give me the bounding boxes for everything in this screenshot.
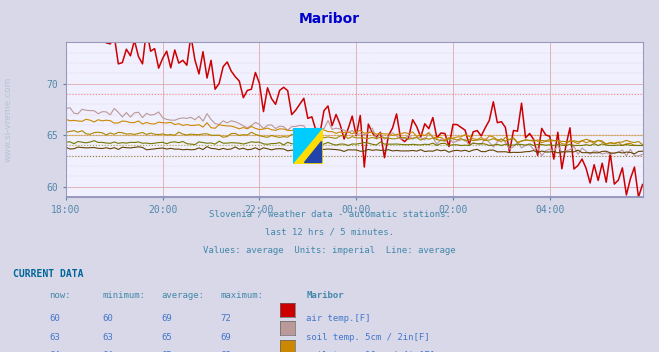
Text: now:: now:	[49, 291, 71, 300]
Text: soil temp. 5cm / 2in[F]: soil temp. 5cm / 2in[F]	[306, 333, 430, 342]
Text: Maribor: Maribor	[299, 12, 360, 26]
Text: 64: 64	[49, 351, 60, 352]
Text: 60: 60	[102, 314, 113, 323]
Text: Maribor: Maribor	[306, 291, 344, 300]
Text: air temp.[F]: air temp.[F]	[306, 314, 371, 323]
Text: 65: 65	[161, 351, 172, 352]
Text: Slovenia / weather data - automatic stations.: Slovenia / weather data - automatic stat…	[208, 209, 451, 219]
Text: CURRENT DATA: CURRENT DATA	[13, 269, 84, 279]
Text: www.si-vreme.com: www.si-vreme.com	[4, 77, 13, 162]
Text: minimum:: minimum:	[102, 291, 145, 300]
Text: 68: 68	[221, 351, 231, 352]
Text: maximum:: maximum:	[221, 291, 264, 300]
Text: 72: 72	[221, 314, 231, 323]
Text: 65: 65	[161, 333, 172, 342]
Polygon shape	[304, 141, 322, 162]
Text: 64: 64	[102, 351, 113, 352]
Polygon shape	[293, 128, 323, 164]
Text: 60: 60	[49, 314, 60, 323]
Text: 69: 69	[161, 314, 172, 323]
Text: last 12 hrs / 5 minutes.: last 12 hrs / 5 minutes.	[265, 228, 394, 237]
Text: soil temp. 10cm / 4in[F]: soil temp. 10cm / 4in[F]	[306, 351, 436, 352]
Text: average:: average:	[161, 291, 204, 300]
Text: 63: 63	[49, 333, 60, 342]
Polygon shape	[293, 128, 323, 164]
Text: 63: 63	[102, 333, 113, 342]
Text: 69: 69	[221, 333, 231, 342]
Text: Values: average  Units: imperial  Line: average: Values: average Units: imperial Line: av…	[203, 246, 456, 255]
